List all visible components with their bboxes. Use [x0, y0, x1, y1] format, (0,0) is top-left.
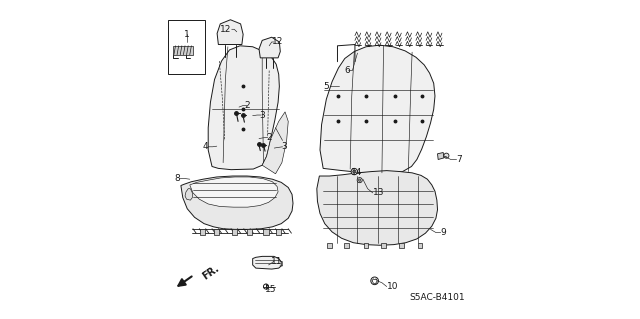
Polygon shape [262, 112, 288, 174]
Text: 2: 2 [244, 101, 250, 110]
Text: 3: 3 [260, 111, 266, 120]
Bar [200, 229, 205, 235]
Text: 6: 6 [345, 66, 351, 75]
Text: 3: 3 [281, 142, 287, 151]
Bar [214, 229, 220, 235]
Text: 13: 13 [372, 188, 384, 197]
Circle shape [357, 178, 362, 183]
Polygon shape [320, 45, 435, 174]
Bar [399, 243, 404, 248]
Polygon shape [185, 189, 193, 200]
Text: 4: 4 [203, 142, 208, 151]
Bar [247, 229, 252, 235]
Text: 5: 5 [324, 82, 330, 91]
Polygon shape [217, 20, 243, 45]
Polygon shape [190, 177, 278, 207]
Bar [264, 229, 269, 235]
Text: 9: 9 [441, 228, 447, 237]
Text: S5AC-B4101: S5AC-B4101 [410, 293, 465, 302]
Bar [344, 243, 349, 248]
Bar [276, 229, 281, 235]
Bar [364, 243, 368, 248]
Text: 10: 10 [387, 282, 398, 291]
Polygon shape [208, 46, 279, 170]
Text: 12: 12 [272, 38, 283, 47]
Polygon shape [253, 256, 281, 269]
Text: 2: 2 [266, 133, 271, 142]
Bar [327, 243, 332, 248]
Circle shape [444, 153, 449, 158]
Polygon shape [173, 46, 193, 55]
Text: 15: 15 [266, 285, 277, 294]
Polygon shape [259, 37, 280, 58]
Polygon shape [181, 176, 293, 229]
Circle shape [358, 179, 361, 182]
Bar [381, 243, 386, 248]
Bar [232, 229, 237, 235]
Text: 8: 8 [175, 174, 180, 183]
Text: FR.: FR. [201, 263, 221, 282]
Polygon shape [317, 171, 438, 245]
Circle shape [264, 284, 269, 289]
Circle shape [351, 168, 358, 175]
Bar [168, 20, 205, 74]
Text: 7: 7 [456, 155, 462, 164]
Text: 1: 1 [184, 30, 190, 39]
Text: 11: 11 [271, 257, 282, 266]
Circle shape [353, 170, 356, 173]
Bar [417, 243, 422, 248]
Polygon shape [438, 152, 444, 160]
Circle shape [371, 277, 378, 285]
Text: 12: 12 [220, 25, 232, 34]
Text: 14: 14 [351, 168, 362, 177]
